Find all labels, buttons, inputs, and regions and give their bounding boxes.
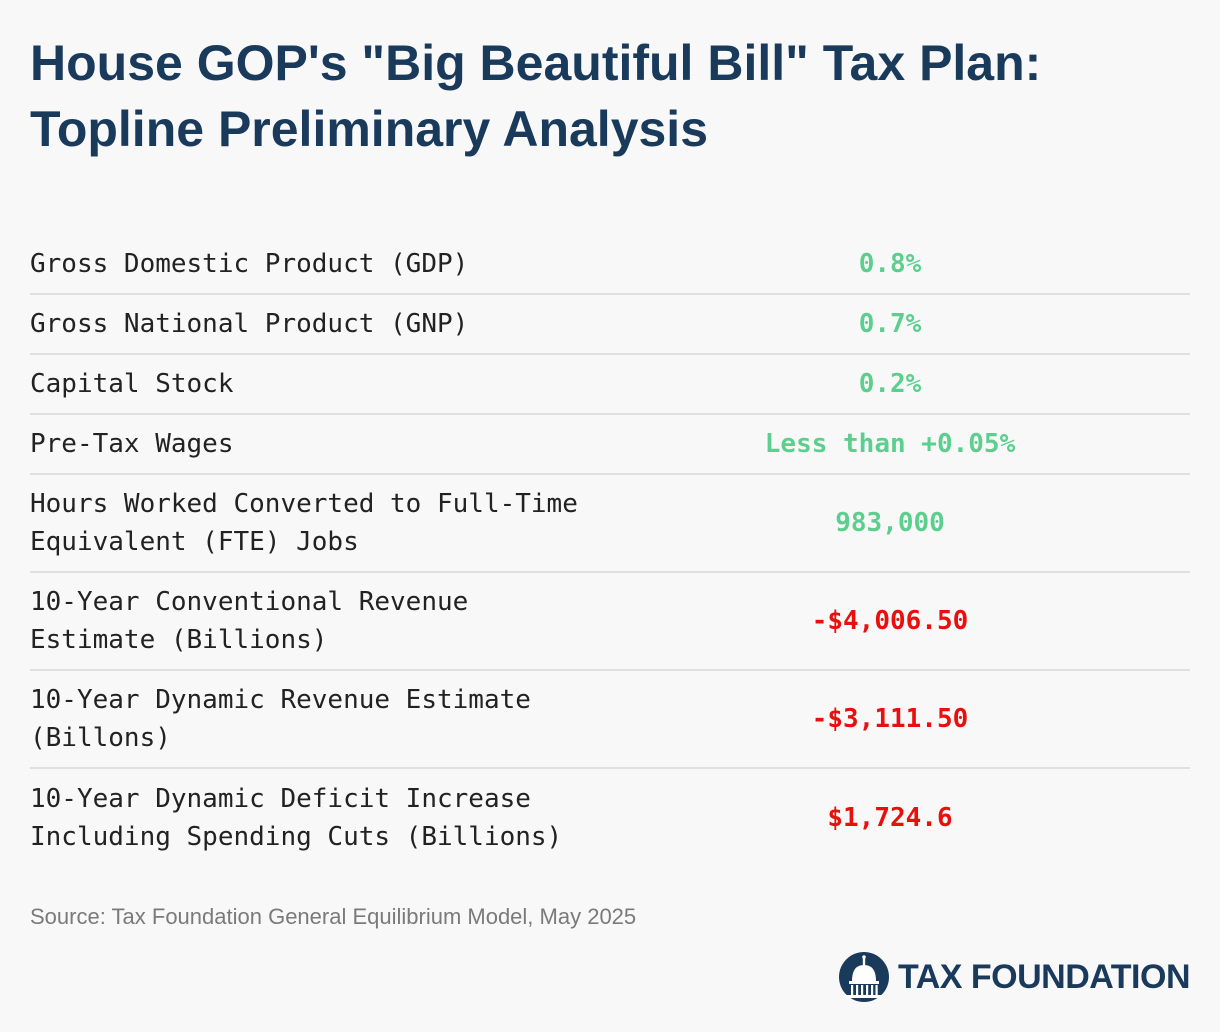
table-row: 10-Year Conventional Revenue Estimate (B… bbox=[30, 573, 1190, 671]
source-note: Source: Tax Foundation General Equilibri… bbox=[30, 904, 637, 929]
analysis-table: Gross Domestic Product (GDP) 0.8% Gross … bbox=[30, 235, 1190, 867]
table-row: 10-Year Dynamic Deficit Increase Includi… bbox=[30, 769, 1190, 867]
row-label: Hours Worked Converted to Full-Time Equi… bbox=[30, 489, 578, 557]
row-label: Gross Domestic Product (GDP) bbox=[30, 249, 469, 279]
row-value: 983,000 bbox=[835, 508, 945, 538]
row-value: Less than +0.05% bbox=[764, 429, 1016, 459]
title-line-2: Topline Preliminary Analysis bbox=[30, 101, 709, 157]
row-label: Capital Stock bbox=[30, 369, 234, 399]
row-value: -$4,006.50 bbox=[811, 606, 969, 636]
row-value: $1,724.6 bbox=[827, 803, 953, 833]
row-label: 10-Year Dynamic Revenue Estimate (Billon… bbox=[30, 685, 531, 753]
row-label: Pre-Tax Wages bbox=[30, 429, 234, 459]
table-row: Pre-Tax Wages Less than +0.05% bbox=[30, 415, 1190, 475]
table-row: Gross National Product (GNP) 0.7% bbox=[30, 295, 1190, 355]
page-title: House GOP's "Big Beautiful Bill" Tax Pla… bbox=[30, 30, 1190, 162]
logo-text: TAX FOUNDATION bbox=[897, 957, 1191, 996]
row-value: 0.2% bbox=[858, 369, 922, 399]
row-value: -$3,111.50 bbox=[811, 704, 969, 734]
row-value: 0.8% bbox=[858, 249, 922, 279]
tax-foundation-logo: TAX FOUNDATION bbox=[838, 950, 1191, 1004]
row-label: 10-Year Conventional Revenue Estimate (B… bbox=[30, 587, 469, 655]
capitol-dome-icon bbox=[838, 952, 889, 1002]
table-row: Capital Stock 0.2% bbox=[30, 355, 1190, 415]
title-line-1: House GOP's "Big Beautiful Bill" Tax Pla… bbox=[30, 35, 1042, 91]
row-label: Gross National Product (GNP) bbox=[30, 309, 469, 339]
row-label: 10-Year Dynamic Deficit Increase Includi… bbox=[30, 784, 563, 852]
table-row: Gross Domestic Product (GDP) 0.8% bbox=[30, 235, 1190, 295]
table-row: 10-Year Dynamic Revenue Estimate (Billon… bbox=[30, 671, 1190, 769]
table-row: Hours Worked Converted to Full-Time Equi… bbox=[30, 475, 1190, 573]
row-value: 0.7% bbox=[858, 309, 922, 339]
